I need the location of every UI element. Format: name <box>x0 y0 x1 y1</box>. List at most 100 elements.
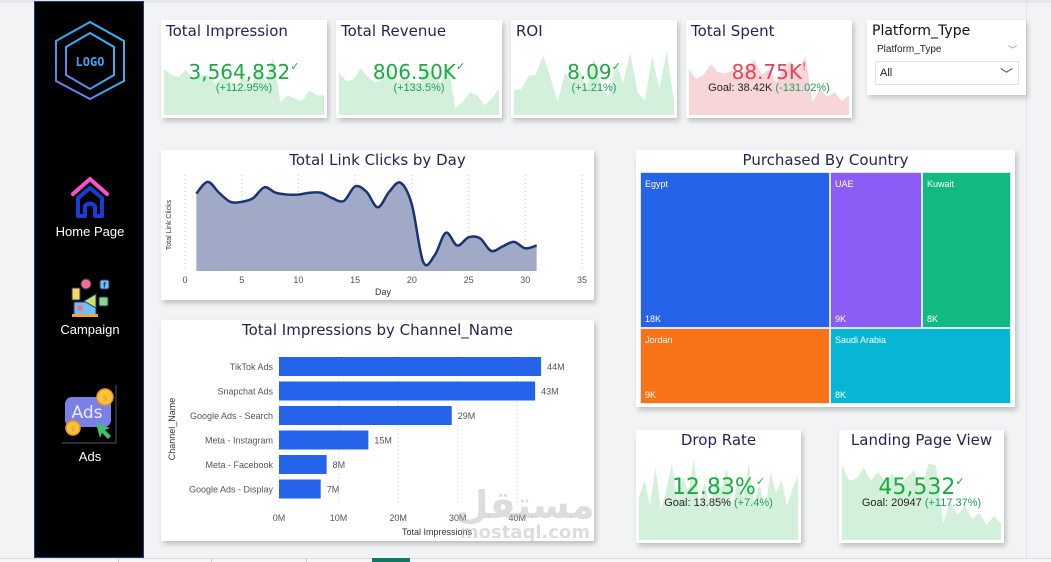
kpi-card-total-spent: Total Spent 88.75K! Goal: 38.42K (-131.0… <box>686 20 852 118</box>
kpi-sparkline <box>639 459 798 540</box>
kpi-value: 45,532✓ <box>839 475 1004 500</box>
kpi-change: (+112.95%) <box>161 82 327 94</box>
x-tick-label: 40M <box>509 513 527 523</box>
treemap-cell-label: UAE <box>835 179 854 189</box>
bar[interactable] <box>279 381 536 401</box>
platform-type-dropdown[interactable]: All ﹀ <box>875 61 1019 85</box>
bar[interactable] <box>279 479 321 499</box>
page-tabs-strip <box>0 558 1051 562</box>
bar[interactable] <box>279 406 452 425</box>
kpi-value: 806.50K✓ <box>336 60 502 84</box>
category-label: Google Ads - Display <box>189 485 274 495</box>
x-tick-label: 20M <box>389 513 407 523</box>
treemap-cell-label: Saudi Arabia <box>835 335 887 345</box>
kpi-title: ROI <box>516 22 543 40</box>
kpi-value-text: 88.75K <box>731 60 802 84</box>
chevron-down-icon[interactable]: ﹀ <box>1007 46 1017 56</box>
check-icon: ✓ <box>290 60 300 73</box>
impressions-by-channel-chart: Total Impressions by Channel_Name 0M 10M 2… <box>161 320 594 541</box>
x-tick-label: 25 <box>464 275 474 285</box>
bar-chart-svg: 0M 10M 20M 30M 40M TikTok Ads 44M Snapchat Ads… <box>167 353 565 537</box>
data-label: 15M <box>374 436 392 446</box>
page-tab-active[interactable] <box>372 558 410 562</box>
kpi-change-pct: (+1.21%) <box>571 82 617 94</box>
kpi-title: Total Impression <box>166 22 288 40</box>
kpi-card-roi: ROI 8.09✓ (+1.21%) <box>511 20 677 118</box>
chevron-down-icon: ﹀ <box>999 68 1013 83</box>
kpi-goal: Goal: 20947 (+117.37%) <box>839 497 1004 509</box>
kpi-value: 12.83%✓ <box>636 475 801 500</box>
logo-text: LOGO <box>76 55 105 69</box>
home-icon <box>71 176 109 218</box>
treemap-cell[interactable]: Kuwait 8K <box>922 172 1011 328</box>
treemap-cell[interactable]: Jordan 9K <box>640 328 830 404</box>
nav-campaign-label: Campaign <box>60 322 120 337</box>
x-tick-label: 10M <box>330 513 348 523</box>
x-tick-label: 35 <box>577 275 587 285</box>
treemap-cell-value: 9K <box>645 390 657 400</box>
page-tab[interactable] <box>118 558 211 562</box>
kpi-card-drop-rate: Drop Rate 12.83%✓ Goal: 13.85% (+7.4%) <box>636 430 801 543</box>
kpi-value-text: 45,532 <box>878 475 956 500</box>
kpi-goal-text: Goal: 13.85% <box>664 497 731 509</box>
x-tick-label: 30M <box>449 513 467 523</box>
kpi-change-pct: (+133.5%) <box>393 82 445 94</box>
x-tick-label: 15 <box>350 275 360 285</box>
kpi-goal-text: Goal: 38.42K <box>708 82 773 94</box>
bar[interactable] <box>279 357 542 376</box>
check-icon: ✓ <box>755 475 766 488</box>
kpi-value: 8.09✓ <box>511 60 677 84</box>
nav-ads[interactable]: Ads $ $ Ads <box>35 383 145 464</box>
logo: LOGO <box>43 10 137 106</box>
kpi-card-landing-page-view: Landing Page View 45,532✓ Goal: 20947 (+… <box>839 430 1004 543</box>
kpi-change: (+1.21%) <box>511 82 677 94</box>
area-chart-svg: 0 5 10 15 20 25 30 35 Day Total Link Clicks <box>166 175 587 297</box>
data-label: 44M <box>547 362 565 372</box>
check-icon: ✓ <box>611 60 621 73</box>
bar[interactable] <box>279 430 369 450</box>
link-clicks-by-day-chart: Total Link Clicks by Day 0 5 10 15 20 25 30 35 … <box>161 150 594 300</box>
pane-divider <box>1026 0 1027 562</box>
category-label: Meta - Instagram <box>205 436 273 446</box>
page-tab[interactable] <box>211 558 306 562</box>
treemap-cell-value: 18K <box>645 314 662 324</box>
nav-campaign[interactable]: f Campaign <box>35 278 145 337</box>
chart-title: Total Link Clicks by Day <box>289 151 466 169</box>
kpi-goal-text: Goal: 20947 <box>861 497 922 509</box>
warning-icon: ! <box>801 60 807 73</box>
data-label: 8M <box>333 460 346 470</box>
category-label: Google Ads - Search <box>190 411 273 421</box>
nav-home-page[interactable]: Home Page <box>35 174 145 239</box>
sidebar-nav: LOGO Home Page f Campaign Ads <box>34 1 144 558</box>
category-label: TikTok Ads <box>230 362 274 372</box>
kpi-title: Landing Page View <box>850 431 993 449</box>
kpi-value-text: 12.83% <box>671 475 756 500</box>
kpi-title: Total Revenue <box>341 22 447 40</box>
page-tab[interactable] <box>306 558 372 562</box>
area-fill <box>196 181 537 271</box>
slicer-title: Platform_Type <box>872 23 971 39</box>
svg-text:f: f <box>103 282 107 290</box>
kpi-card-total-revenue: Total Revenue 806.50K✓ (+133.5%) <box>336 20 502 118</box>
kpi-change-pct: (+7.4%) <box>733 497 773 509</box>
data-label: 43M <box>541 387 559 397</box>
svg-text:$: $ <box>71 425 75 433</box>
treemap-cell-label: Kuwait <box>927 179 955 189</box>
category-label: Snapchat Ads <box>217 387 273 397</box>
treemap-cell[interactable]: Saudi Arabia 8K <box>830 328 1011 404</box>
kpi-title: Drop Rate <box>680 431 757 449</box>
kpi-value-text: 8.09 <box>567 60 612 84</box>
treemap-cell-value: 8K <box>927 314 939 324</box>
campaign-megaphone-icon: f <box>71 278 110 317</box>
treemap-cell[interactable]: UAE 9K <box>830 172 922 328</box>
bar[interactable] <box>279 455 327 474</box>
kpi-value-text: 3,564,832 <box>188 60 291 84</box>
kpi-value: 3,564,832✓ <box>161 60 327 84</box>
nav-ads-label: Ads <box>78 449 102 464</box>
x-tick-label: 0 <box>182 275 187 285</box>
ads-icon-text: Ads <box>72 403 103 423</box>
svg-text:$: $ <box>102 394 107 403</box>
treemap-cell-value: 8K <box>835 390 847 400</box>
treemap-cell[interactable]: Egypt 18K <box>640 172 830 328</box>
kpi-value: 88.75K! <box>686 60 852 84</box>
